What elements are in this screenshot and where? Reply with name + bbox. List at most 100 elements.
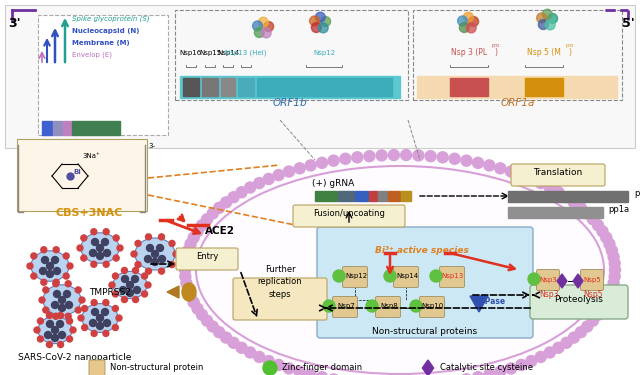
Circle shape <box>601 297 612 308</box>
FancyBboxPatch shape <box>342 267 367 288</box>
Text: Nsp13: Nsp13 <box>442 273 464 279</box>
Circle shape <box>103 330 109 336</box>
Circle shape <box>91 300 97 306</box>
Circle shape <box>145 234 152 240</box>
Circle shape <box>53 247 59 253</box>
Circle shape <box>472 372 483 375</box>
Circle shape <box>159 255 166 262</box>
Circle shape <box>179 264 191 276</box>
Circle shape <box>75 287 81 293</box>
FancyBboxPatch shape <box>5 5 635 148</box>
Circle shape <box>553 187 564 198</box>
Circle shape <box>78 315 84 321</box>
Circle shape <box>65 313 71 319</box>
Circle shape <box>526 173 537 184</box>
Circle shape <box>31 253 37 259</box>
Bar <box>42 121 52 135</box>
Circle shape <box>228 337 239 348</box>
FancyBboxPatch shape <box>394 267 419 288</box>
Text: Envelop (E): Envelop (E) <box>72 52 112 58</box>
Circle shape <box>102 238 109 246</box>
Circle shape <box>42 256 49 264</box>
Ellipse shape <box>82 304 118 332</box>
Circle shape <box>185 291 196 302</box>
Circle shape <box>31 273 37 279</box>
Circle shape <box>51 302 58 309</box>
Circle shape <box>90 320 97 327</box>
Text: ACE2: ACE2 <box>205 226 235 236</box>
Circle shape <box>317 372 328 375</box>
Circle shape <box>182 245 194 256</box>
Text: Non-structural protein: Non-structural protein <box>110 363 204 372</box>
Circle shape <box>207 208 218 219</box>
Circle shape <box>43 307 49 313</box>
Circle shape <box>202 315 212 326</box>
FancyBboxPatch shape <box>17 139 147 211</box>
Circle shape <box>53 279 59 285</box>
Polygon shape <box>167 286 179 298</box>
Circle shape <box>312 22 321 33</box>
Circle shape <box>495 163 506 174</box>
Circle shape <box>609 264 621 276</box>
Circle shape <box>51 256 58 264</box>
Ellipse shape <box>38 316 72 344</box>
Circle shape <box>376 150 387 161</box>
Text: pp1ab: pp1ab <box>634 189 640 198</box>
Circle shape <box>401 150 412 160</box>
Circle shape <box>273 170 284 181</box>
Circle shape <box>588 315 598 326</box>
Circle shape <box>221 332 232 343</box>
Circle shape <box>41 279 47 285</box>
Circle shape <box>196 220 207 231</box>
FancyBboxPatch shape <box>536 270 559 291</box>
Circle shape <box>54 267 61 274</box>
Circle shape <box>333 270 345 282</box>
Circle shape <box>97 322 104 330</box>
Ellipse shape <box>135 238 175 270</box>
Circle shape <box>47 262 54 270</box>
Circle shape <box>113 273 118 279</box>
Circle shape <box>63 291 70 297</box>
FancyBboxPatch shape <box>333 297 358 318</box>
Circle shape <box>545 182 556 193</box>
Circle shape <box>132 297 139 303</box>
FancyBboxPatch shape <box>38 15 168 135</box>
Circle shape <box>597 226 608 237</box>
Ellipse shape <box>185 155 615 375</box>
Circle shape <box>321 16 331 26</box>
Circle shape <box>65 281 71 287</box>
Circle shape <box>159 268 164 274</box>
Text: Bi³⁺ active species: Bi³⁺ active species <box>375 246 469 255</box>
Circle shape <box>388 150 399 160</box>
Circle shape <box>606 245 618 256</box>
Circle shape <box>458 16 467 26</box>
Circle shape <box>41 247 47 253</box>
FancyBboxPatch shape <box>580 270 604 291</box>
Circle shape <box>535 178 547 189</box>
Circle shape <box>58 312 63 318</box>
Circle shape <box>207 321 218 332</box>
Circle shape <box>109 282 115 288</box>
Circle shape <box>284 363 294 374</box>
Circle shape <box>328 155 339 166</box>
Circle shape <box>113 291 118 297</box>
Circle shape <box>545 347 556 358</box>
Circle shape <box>553 342 564 353</box>
Text: Entry: Entry <box>196 252 218 261</box>
Text: Nsp3: Nsp3 <box>540 290 559 299</box>
Circle shape <box>67 318 72 324</box>
Circle shape <box>461 374 472 375</box>
Bar <box>315 191 337 201</box>
Circle shape <box>63 253 69 259</box>
Circle shape <box>608 278 619 289</box>
Text: Nsp5: Nsp5 <box>583 290 603 299</box>
Ellipse shape <box>81 233 119 263</box>
Circle shape <box>588 214 598 225</box>
Circle shape <box>90 249 97 256</box>
Circle shape <box>152 251 159 258</box>
Circle shape <box>185 238 196 249</box>
Circle shape <box>47 321 54 327</box>
Circle shape <box>535 351 547 362</box>
Circle shape <box>542 9 552 19</box>
Circle shape <box>81 235 87 241</box>
